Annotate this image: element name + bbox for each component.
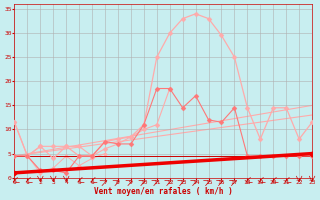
X-axis label: Vent moyen/en rafales ( km/h ): Vent moyen/en rafales ( km/h ): [94, 187, 233, 196]
